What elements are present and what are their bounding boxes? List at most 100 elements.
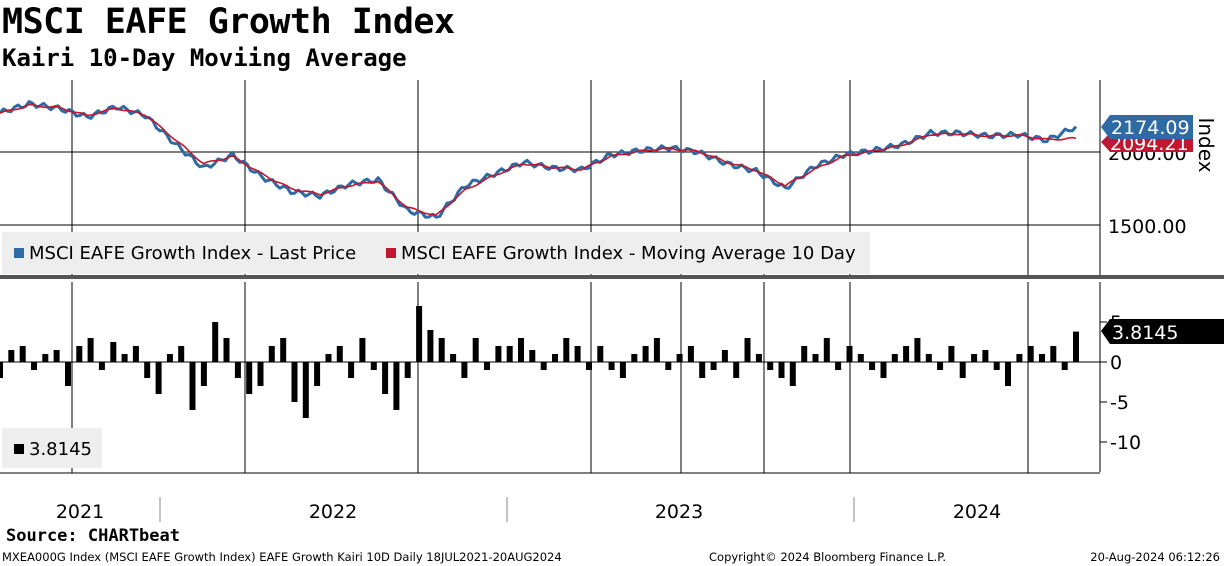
kairi-bar	[166, 354, 173, 362]
footer-ticker-description: MXEA000G Index (MSCI EAFE Growth Index) …	[2, 550, 562, 564]
kairi-value-label: 3.8145	[1112, 322, 1178, 344]
kairi-bar	[314, 362, 321, 386]
kairi-bar	[189, 362, 196, 410]
kairi-bar	[687, 346, 694, 362]
x-tick-2021: 2021	[56, 501, 104, 523]
kairi-bar	[1005, 362, 1011, 386]
kairi-bar	[246, 362, 253, 394]
price-value-badge	[1101, 115, 1193, 139]
kairi-bar	[42, 354, 49, 362]
kairi-bar	[87, 338, 94, 362]
source-note: Source: CHARTbeat	[6, 526, 180, 546]
series-line-last-price	[0, 100, 1078, 219]
kairi-bar	[144, 362, 151, 378]
kairi-bar	[721, 350, 728, 362]
series-line-moving-average	[0, 103, 1077, 216]
kairi-bar	[495, 346, 502, 362]
kairi-bar	[98, 362, 105, 370]
kairi-tick-minus-10: -10	[1110, 432, 1141, 454]
kairi-bar	[903, 346, 910, 362]
kairi-bar	[529, 350, 536, 362]
kairi-bar	[212, 322, 219, 362]
kairi-bar	[869, 362, 876, 370]
legend-label-ma: MSCI EAFE Growth Index - Moving Average …	[401, 243, 856, 264]
footer-copyright: Copyright© 2024 Bloomberg Finance L.P.	[709, 550, 946, 564]
footer-timestamp: 20-Aug-2024 06:12:26	[1090, 550, 1220, 564]
kairi-tick-0: 0	[1110, 352, 1122, 374]
kairi-bar	[450, 354, 457, 362]
kairi-bar	[132, 346, 139, 362]
kairi-bar	[846, 346, 853, 362]
kairi-bar	[200, 362, 207, 386]
kairi-bar	[472, 338, 479, 362]
kairi-bar	[744, 338, 751, 362]
kairi-bar	[427, 330, 434, 362]
kairi-bar	[574, 346, 581, 362]
chart-title: MSCI EAFE Growth Index	[2, 2, 455, 42]
kairi-bar	[835, 362, 842, 370]
kairi-bar	[268, 346, 275, 362]
kairi-bar	[359, 338, 366, 362]
kairi-bar	[325, 354, 332, 362]
kairi-bar	[801, 346, 808, 362]
x-axis-year-dividers	[159, 497, 855, 522]
kairi-bar	[257, 362, 264, 386]
kairi-bar	[438, 338, 445, 362]
kairi-bar	[619, 362, 626, 378]
kairi-bar	[416, 306, 423, 362]
kairi-bar	[155, 362, 162, 394]
kairi-value-badge	[1101, 319, 1224, 344]
kairi-bar	[586, 362, 592, 370]
kairi-bar	[597, 346, 604, 362]
kairi-bar	[484, 362, 490, 370]
kairi-bar	[959, 362, 966, 378]
kairi-bar	[76, 346, 83, 362]
kairi-bar	[348, 362, 355, 378]
kairi-bar	[778, 362, 785, 378]
kairi-bar	[552, 354, 558, 362]
kairi-bar	[65, 362, 71, 386]
kairi-bar	[608, 362, 615, 370]
legend-label-price: MSCI EAFE Growth Index - Last Price	[29, 243, 356, 264]
kairi-bar	[710, 362, 717, 370]
y-axis-label: Index	[1194, 117, 1218, 172]
kairi-bar	[234, 362, 241, 378]
kairi-bar	[8, 350, 15, 362]
kairi-bar	[393, 362, 400, 410]
kairi-bar	[812, 354, 819, 362]
kairi-bar	[857, 354, 864, 362]
kairi-bar	[291, 362, 298, 402]
kairi-bar	[1061, 362, 1068, 370]
kairi-bars	[0, 306, 1079, 418]
price-lines	[0, 100, 1078, 219]
kairi-bar	[925, 354, 932, 362]
kairi-bar	[789, 362, 796, 386]
kairi-bar	[914, 338, 921, 362]
kairi-bar	[121, 354, 128, 362]
kairi-bar	[982, 350, 989, 362]
kairi-bar	[518, 338, 524, 362]
price-legend-box	[2, 232, 870, 274]
kairi-bar	[540, 362, 547, 370]
kairi-bar	[676, 354, 683, 362]
kairi-bar	[823, 338, 830, 362]
kairi-bar	[382, 362, 389, 394]
kairi-bar	[653, 338, 660, 362]
kairi-bar	[370, 362, 377, 370]
x-tick-2024: 2024	[953, 501, 1001, 523]
kairi-bar	[767, 362, 774, 370]
kairi-bar	[563, 338, 570, 362]
kairi-bar	[948, 346, 955, 362]
kairi-bar	[110, 342, 117, 362]
kairi-bar	[1027, 346, 1034, 362]
kairi-bar	[0, 362, 3, 378]
kairi-bar	[1050, 346, 1057, 362]
kairi-bar	[53, 350, 60, 362]
kairi-bar	[31, 362, 37, 370]
kairi-bar	[880, 362, 887, 378]
kairi-bar	[891, 354, 898, 362]
kairi-bar	[461, 362, 468, 378]
legend-swatch-kairi	[14, 444, 24, 454]
kairi-bar	[302, 362, 309, 418]
